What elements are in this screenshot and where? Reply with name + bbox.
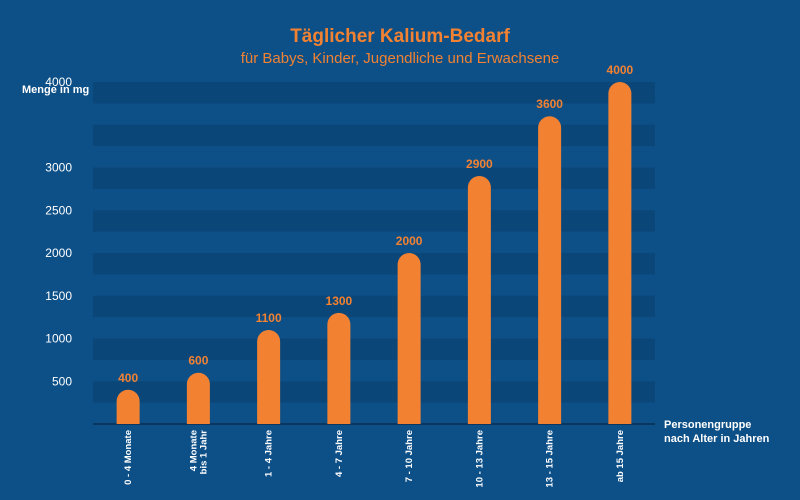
category-label: ab 15 Jahre bbox=[615, 430, 626, 482]
data-label: 600 bbox=[188, 354, 208, 368]
category-label-line: bis 1 Jahr bbox=[198, 430, 209, 475]
grid-bands bbox=[93, 82, 655, 403]
y-tick-label: 1500 bbox=[45, 289, 72, 303]
y-tick-label: 2500 bbox=[45, 203, 72, 217]
x-axis-label-line-1: Personengruppe bbox=[664, 419, 751, 431]
category-label: 10 - 13 Jahre bbox=[474, 430, 485, 488]
grid-band bbox=[93, 295, 655, 318]
grid-band bbox=[93, 338, 655, 360]
y-axis-label: Menge in mg bbox=[22, 84, 89, 96]
y-tick-label: 1000 bbox=[45, 332, 72, 346]
category-label-line: 4 Monate bbox=[188, 430, 199, 471]
bar bbox=[257, 329, 281, 424]
data-label: 2000 bbox=[396, 234, 423, 248]
category-label-text: 4 Monatebis 1 Jahr bbox=[188, 430, 209, 475]
grid-band bbox=[93, 124, 655, 147]
chart-title: Täglicher Kalium-Bedarf bbox=[290, 26, 510, 47]
value-labels: 400 600 1100 1300 2000 2900 3600 4000 bbox=[118, 63, 633, 385]
category-label-text: 10 - 13 Jahre bbox=[474, 430, 485, 488]
data-label: 1100 bbox=[256, 311, 282, 325]
category-label-text: 1 - 4 Jahre bbox=[264, 430, 275, 477]
category-label-text: ab 15 Jahre bbox=[615, 430, 626, 482]
bar bbox=[608, 82, 632, 424]
category-label-line: 0 - 4 Monate bbox=[123, 430, 134, 485]
category-label-text: 13 - 15 Jahre bbox=[545, 430, 556, 488]
bar bbox=[467, 176, 491, 424]
grid-band bbox=[93, 381, 655, 403]
y-tick-label: 4000 bbox=[45, 75, 72, 89]
x-axis-label: Personengruppe nach Alter in Jahren bbox=[664, 419, 770, 445]
data-label: 2900 bbox=[466, 157, 493, 171]
category-label-line: 4 - 7 Jahre bbox=[334, 430, 345, 477]
category-label-text: 4 - 7 Jahre bbox=[334, 430, 345, 477]
data-label: 1300 bbox=[326, 294, 353, 308]
category-label-text: 0 - 4 Monate bbox=[123, 430, 134, 485]
category-label-line: ab 15 Jahre bbox=[615, 430, 626, 482]
category-label: 4 - 7 Jahre bbox=[334, 430, 345, 477]
grid-band bbox=[93, 210, 655, 232]
bar bbox=[327, 312, 351, 424]
bar bbox=[538, 116, 562, 424]
bar bbox=[186, 372, 210, 424]
y-tick-labels: 500 1000 1500 2000 2500 3000 4000 bbox=[45, 75, 72, 388]
category-label: 13 - 15 Jahre bbox=[545, 430, 556, 488]
category-labels: 0 - 4 Monate 4 Monatebis 1 Jahr 1 - 4 Jahr… bbox=[123, 430, 626, 488]
y-tick-label: 2000 bbox=[45, 246, 72, 260]
data-label: 400 bbox=[118, 371, 138, 385]
chart-subtitle: für Babys, Kinder, Jugendliche und Erwac… bbox=[241, 50, 560, 67]
bars bbox=[116, 82, 632, 424]
x-axis-label-line-2: nach Alter in Jahren bbox=[664, 433, 770, 445]
category-label-line: 7 - 10 Jahre bbox=[404, 430, 415, 482]
grid-band bbox=[93, 82, 655, 104]
data-label: 3600 bbox=[536, 97, 563, 111]
category-label-line: 13 - 15 Jahre bbox=[545, 430, 556, 488]
category-label: 4 Monatebis 1 Jahr bbox=[188, 430, 209, 475]
grid-band bbox=[93, 167, 655, 189]
category-label: 0 - 4 Monate bbox=[123, 430, 134, 485]
data-label: 4000 bbox=[607, 63, 634, 77]
category-label-text: 7 - 10 Jahre bbox=[404, 430, 415, 482]
category-label: 7 - 10 Jahre bbox=[404, 430, 415, 482]
grid-band bbox=[93, 253, 655, 275]
category-label-line: 1 - 4 Jahre bbox=[264, 430, 275, 477]
bar bbox=[116, 389, 140, 424]
category-label: 1 - 4 Jahre bbox=[264, 430, 275, 477]
bar bbox=[397, 253, 421, 424]
category-label-line: 10 - 13 Jahre bbox=[474, 430, 485, 488]
y-tick-label: 3000 bbox=[45, 161, 72, 175]
y-tick-label: 500 bbox=[52, 374, 72, 388]
